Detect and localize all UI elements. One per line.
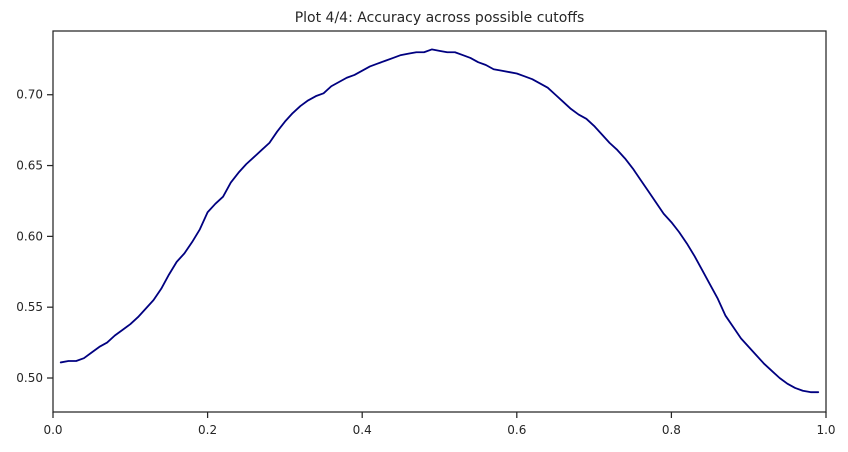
y-axis: 0.50 0.55 0.60 0.65 0.70 xyxy=(16,88,53,385)
y-tick-label: 0.65 xyxy=(16,159,43,173)
y-tick-label: 0.70 xyxy=(16,88,43,102)
x-tick-label: 0.4 xyxy=(353,423,372,437)
plot-frame xyxy=(52,30,827,413)
series-layer xyxy=(59,48,820,394)
x-tick-label: 1.0 xyxy=(816,423,835,437)
x-tick-label: 0.6 xyxy=(507,423,526,437)
chart-title: Plot 4/4: Accuracy across possible cutof… xyxy=(295,10,585,26)
y-tick-label: 0.50 xyxy=(16,371,43,385)
accuracy-line xyxy=(59,48,820,394)
x-tick-label: 0.0 xyxy=(43,423,62,437)
y-tick-label: 0.55 xyxy=(16,300,43,314)
y-tick-label: 0.60 xyxy=(16,229,43,243)
x-axis: 0.0 0.2 0.4 0.6 0.8 1.0 xyxy=(43,412,836,437)
x-tick-label: 0.2 xyxy=(198,423,217,437)
x-tick-label: 0.8 xyxy=(662,423,681,437)
